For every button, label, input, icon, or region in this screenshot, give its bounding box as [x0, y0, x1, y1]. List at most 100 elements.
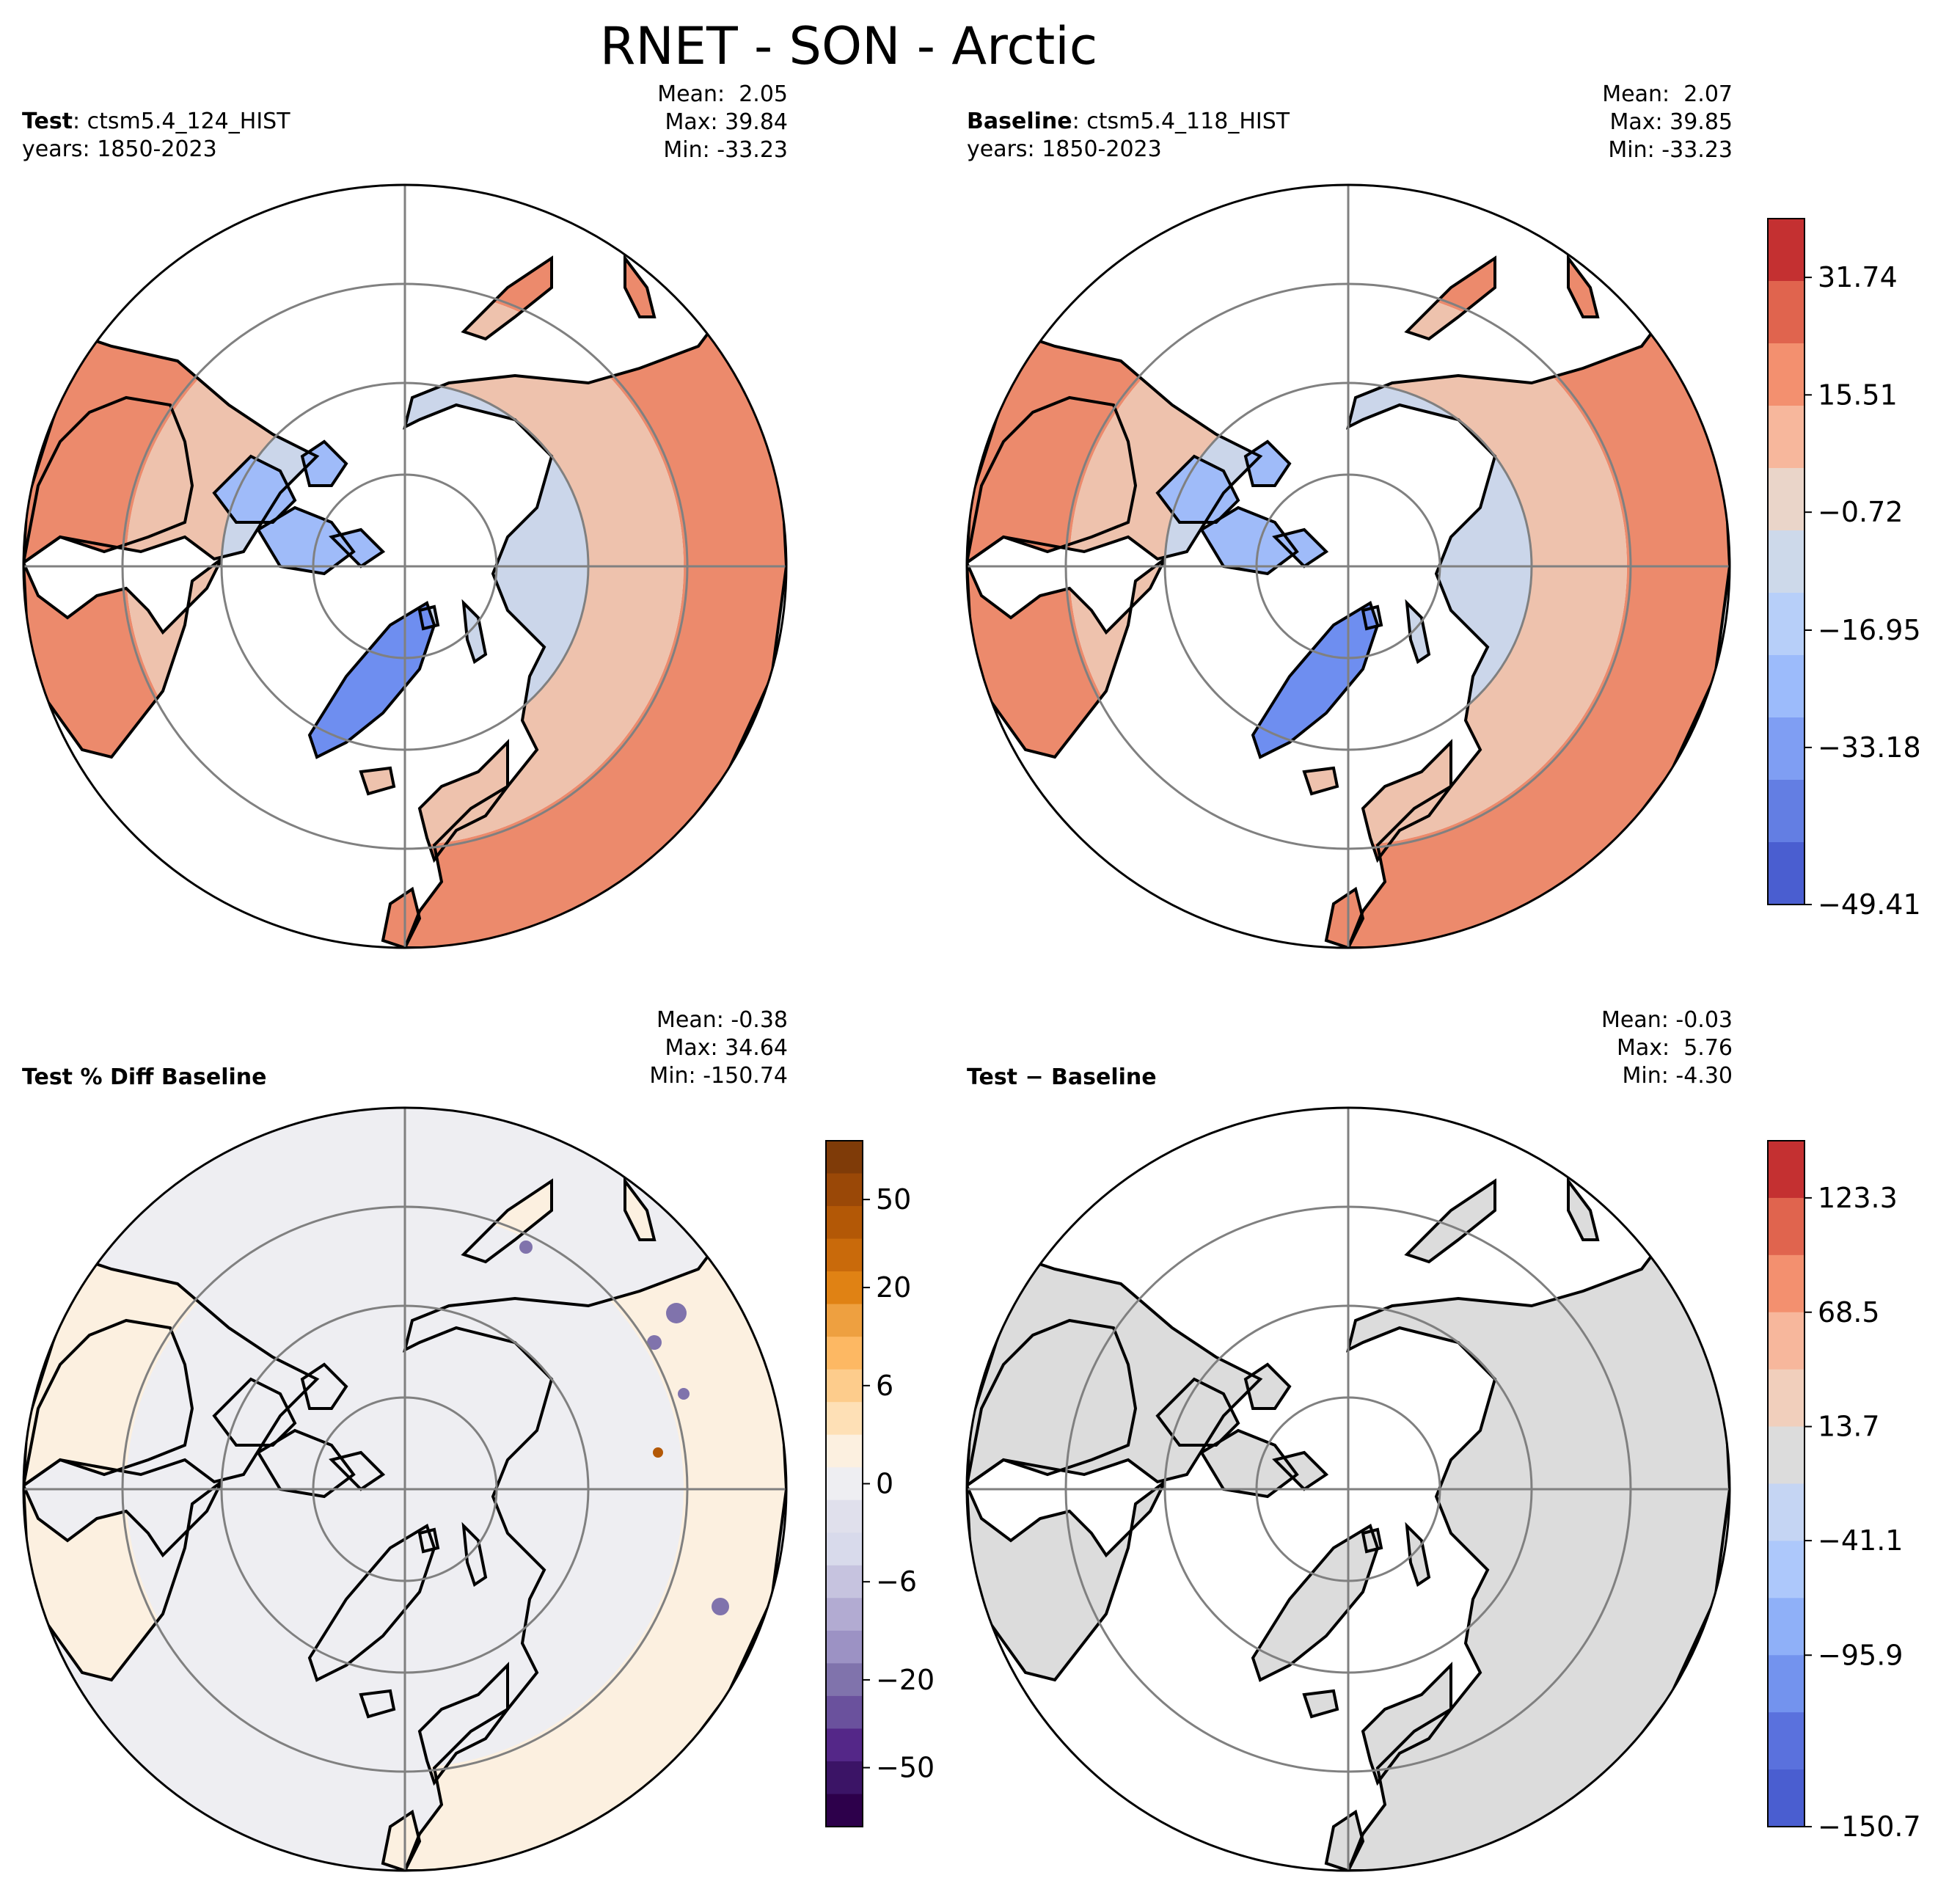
colorbar-tick-label: 13.7: [1818, 1411, 1880, 1443]
colorbar-segment: [1768, 1712, 1804, 1770]
panel-label-bold: Test − Baseline: [967, 1064, 1157, 1090]
colorbar-segment: [1768, 406, 1804, 469]
colorbar-segment: [826, 1173, 863, 1207]
stat-max: Max: 39.85: [1609, 109, 1733, 135]
colorbar-segment: [826, 1304, 863, 1337]
stat-min: Min: -33.23: [1608, 137, 1733, 163]
panel-title-diff: Test − Baseline: [967, 1064, 1157, 1092]
colorbar-segment: [826, 1271, 863, 1305]
panel-label-rest: : ctsm5.4_118_HIST: [1072, 109, 1290, 134]
stat-mean: Mean: 2.07: [1602, 81, 1733, 107]
panel-label-bold: Baseline: [967, 109, 1072, 134]
stat-max: Max: 39.84: [665, 109, 788, 135]
figure-title: RNET - SON - Arctic: [599, 16, 1098, 76]
panel-title-baseline: Baseline: ctsm5.4_118_HIST years: 1850-2…: [967, 108, 1290, 164]
colorbar-tick-label: −6: [876, 1565, 917, 1598]
colorbar-segment: [1768, 1426, 1804, 1484]
colorbar-segment: [1768, 842, 1804, 905]
stat-min: Min: -33.23: [663, 137, 788, 163]
stat-max: Max: 34.64: [665, 1035, 788, 1061]
panel-title-pctdiff: Test % Diff Baseline: [22, 1064, 267, 1092]
colorbar-tick-label: −16.95: [1818, 614, 1921, 646]
graticule: [967, 1108, 1730, 1871]
panel-years: years: 1850-2023: [22, 136, 217, 162]
colorbar-segment: [826, 1141, 863, 1174]
colorbar-tick-label: 0: [876, 1468, 893, 1500]
colorbar-segment: [1768, 1197, 1804, 1256]
colorbar-tick-label: −20: [876, 1664, 935, 1696]
panel-title-test: Test: ctsm5.4_124_HIST years: 1850-2023: [22, 108, 290, 164]
colorbar-segment: [826, 1695, 863, 1729]
colorbar-pctdiff: 50 20 6 0 −6 −20 −50: [825, 1140, 935, 1827]
colorbar-segment: [1768, 655, 1804, 718]
anomaly-spot: [666, 1303, 687, 1323]
colorbar-segment: [826, 1499, 863, 1533]
colorbar-segment: [1768, 1312, 1804, 1370]
colorbar-tick-label: −150.7: [1818, 1811, 1921, 1843]
colorbar-tick-label: 20: [876, 1271, 911, 1304]
colorbar-segment: [826, 1663, 863, 1697]
colorbar-tick-label: 68.5: [1818, 1296, 1880, 1329]
colorbar-segment: [1768, 1769, 1804, 1827]
colorbar-segment: [826, 1238, 863, 1272]
panel-stats-baseline: Mean: 2.07 Max: 39.85 Min: -33.23: [1602, 81, 1733, 164]
colorbar-segment: [1768, 1141, 1804, 1199]
stat-min: Min: -150.74: [649, 1063, 788, 1089]
colorbar-tick-label: 6: [876, 1370, 893, 1402]
colorbar-segment: [1768, 593, 1804, 656]
map-test: [22, 183, 788, 949]
colorbar-tick-label: −50: [876, 1752, 935, 1784]
panel-years: years: 1850-2023: [967, 136, 1162, 162]
colorbar-segment: [1768, 1483, 1804, 1541]
anomaly-spot: [653, 1447, 663, 1458]
panel-stats-pctdiff: Mean: -0.38 Max: 34.64 Min: -150.74: [649, 1006, 788, 1090]
colorbar-segment: [826, 1434, 863, 1468]
map-border: [22, 183, 788, 949]
panel-label-rest: : ctsm5.4_124_HIST: [73, 109, 290, 134]
colorbar-segment: [1768, 1541, 1804, 1598]
panel-stats-diff: Mean: -0.03 Max: 5.76 Min: -4.30: [1601, 1006, 1733, 1090]
map-border: [965, 1106, 1731, 1872]
anomaly-spot: [519, 1241, 533, 1254]
stat-max: Max: 5.76: [1617, 1035, 1733, 1061]
stat-mean: Mean: -0.03: [1601, 1007, 1733, 1033]
colorbar-tick-label: −49.41: [1818, 888, 1921, 921]
colorbar-segment: [826, 1532, 863, 1566]
colorbar-segment: [826, 1728, 863, 1762]
colorbar-segment: [826, 1598, 863, 1632]
anomaly-spot: [647, 1335, 662, 1350]
colorbar-tick-label: 31.74: [1818, 261, 1898, 293]
map-diff: [965, 1106, 1731, 1872]
colorbar-segment: [1768, 1369, 1804, 1428]
panel-stats-test: Mean: 2.05 Max: 39.84 Min: -33.23: [657, 81, 788, 164]
colorbar-frame: [1767, 1140, 1805, 1827]
colorbar-tick-label: −33.18: [1818, 731, 1921, 764]
colorbar-frame: [1767, 218, 1805, 905]
colorbar-segment: [1768, 780, 1804, 843]
panel-label-bold: Test: [22, 109, 73, 134]
colorbar-diff: 123.3 68.5 13.7 −41.1 −95.9 −150.7: [1767, 1140, 1921, 1843]
colorbar-main: 31.74 15.51 −0.72 −16.95 −33.18 −49.41: [1767, 218, 1921, 921]
colorbar-segment: [1768, 717, 1804, 781]
anomaly-spot: [712, 1598, 729, 1615]
colorbar-tick-label: 15.51: [1818, 379, 1898, 411]
map-border: [965, 183, 1731, 949]
colorbar-segment: [826, 1467, 863, 1501]
colorbar-segment: [826, 1402, 863, 1436]
colorbar-segment: [1768, 281, 1804, 344]
colorbar-segment: [1768, 468, 1804, 531]
colorbar-segment: [1768, 219, 1804, 282]
graticule: [23, 1108, 786, 1871]
colorbar-segment: [826, 1761, 863, 1794]
graticule: [23, 185, 786, 948]
colorbar-tick-label: 123.3: [1818, 1182, 1898, 1214]
colorbar-tick-label: −41.1: [1818, 1524, 1903, 1557]
colorbar-segment: [1768, 1655, 1804, 1713]
graticule: [967, 185, 1730, 948]
stat-min: Min: -4.30: [1622, 1063, 1733, 1089]
colorbar-tick-label: 50: [876, 1183, 911, 1216]
colorbar-segment: [1768, 1598, 1804, 1656]
colorbar-tick-label: −95.9: [1818, 1639, 1903, 1671]
anomaly-spot: [678, 1388, 690, 1400]
